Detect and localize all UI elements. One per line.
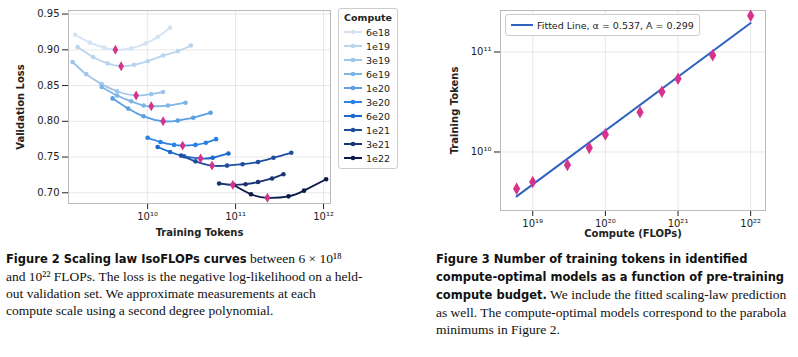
svg-text:10¹²: 10¹² [313,211,334,222]
svg-text:Training Tokens: Training Tokens [449,67,460,155]
html-text:6e18: 6e18 [366,26,390,38]
html-text:1e22: 1e22 [366,152,390,164]
html-text:Figure 3 Number of training to: Figure 3 Number of training tokens in id… [436,252,787,337]
html-text:3e19: 3e19 [366,54,390,66]
html-text:6e20: 6e20 [366,110,390,122]
html-text:Figure 2 Scaling law IsoFLOPs: Figure 2 Scaling law IsoFLOPs curves bet… [6,251,363,318]
html-text:3e20: 3e20 [366,96,390,108]
svg-text:10¹¹: 10¹¹ [471,46,492,57]
svg-text:0.95: 0.95 [37,8,59,19]
svg-text:Training Tokens: Training Tokens [156,227,244,238]
svg-text:10²²: 10²² [740,218,761,229]
svg-text:10²⁰: 10²⁰ [595,217,616,229]
svg-text:0.70: 0.70 [37,187,59,198]
svg-text:Validation Loss: Validation Loss [15,64,26,150]
html-text:1e20: 1e20 [366,82,390,94]
html-text:1e21: 1e21 [366,124,390,136]
html-text:Compute: Compute [344,12,392,23]
svg-text:0.75: 0.75 [37,151,59,162]
svg-text:10¹⁰: 10¹⁰ [471,146,492,157]
svg-text:10²¹: 10²¹ [667,217,689,229]
svg-text:10¹⁰: 10¹⁰ [137,211,158,222]
svg-text:0.90: 0.90 [37,44,59,55]
html-text:Fitted Line, α = 0.537, A = 0.: Fitted Line, α = 0.537, A = 0.299 [537,19,694,31]
svg-text:0.85: 0.85 [37,80,59,91]
html-text:3e21: 3e21 [366,138,390,150]
html-text:6e19: 6e19 [366,68,390,80]
svg-text:0.80: 0.80 [37,115,59,126]
svg-text:10¹⁹: 10¹⁹ [522,218,543,229]
svg-text:Compute (FLOPs): Compute (FLOPs) [584,228,682,239]
html-text:1e19: 1e19 [366,40,390,52]
svg-text:10¹¹: 10¹¹ [225,211,246,222]
